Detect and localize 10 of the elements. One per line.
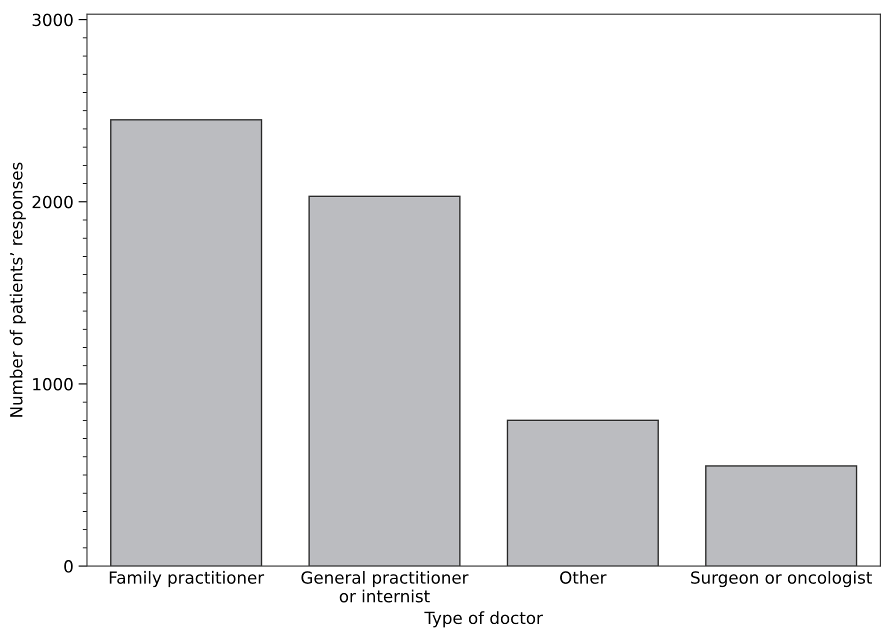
y-tick-label: 3000 [32,14,73,26]
x-tick-label: General practitioner or internist [301,570,468,602]
y-tick-label: 1000 [33,378,73,390]
y-tick-label: 0 [64,560,73,573]
x-tick-label: Other [560,570,606,584]
x-axis-title: Type of doctor [424,611,543,628]
x-tick-label: Family practitioner [110,570,264,588]
y-tick-label: 2000 [32,196,73,208]
x-tick-label: Surgeon or oncologist [691,570,872,588]
y-axis-title: Number of patients’ responses [10,162,26,417]
